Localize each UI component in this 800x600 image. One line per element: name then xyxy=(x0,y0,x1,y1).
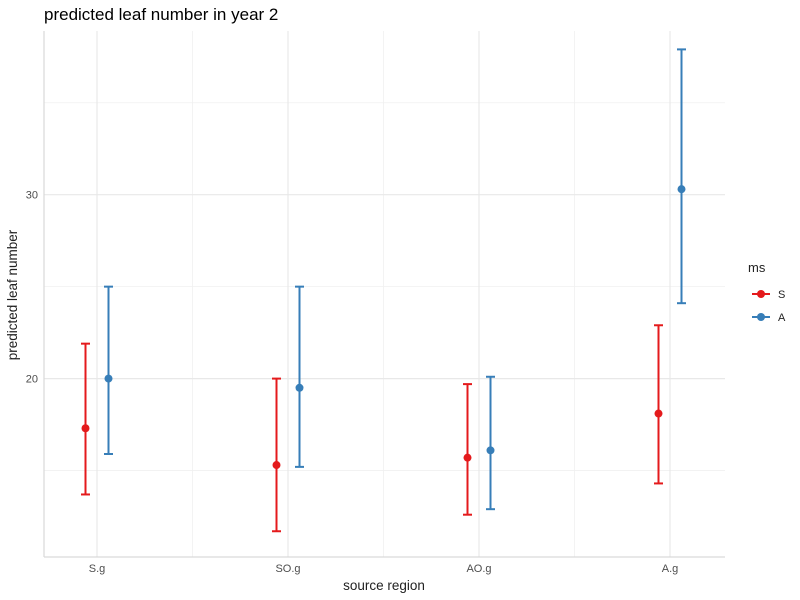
errorbar-A-SO.g xyxy=(295,285,304,468)
point-A-SO.g xyxy=(295,383,304,392)
errorbar-S-A.g xyxy=(654,324,663,485)
legend-label: A xyxy=(778,312,786,324)
y-tick-label: 20 xyxy=(26,374,38,386)
point-S-AO.g xyxy=(463,453,472,462)
x-tick-label: S.g xyxy=(89,563,106,575)
x-tick-label: SO.g xyxy=(275,563,300,575)
x-tick-label: AO.g xyxy=(466,563,491,575)
legend-label: S xyxy=(778,289,785,301)
legend-items: SA xyxy=(752,289,786,324)
chart-title: predicted leaf number in year 2 xyxy=(44,5,278,24)
grid xyxy=(44,31,725,557)
errorbar-A-AO.g xyxy=(486,375,495,511)
errorbar-A-S.g xyxy=(104,285,113,456)
x-axis-title: source region xyxy=(343,578,425,593)
point-A-S.g xyxy=(104,374,113,383)
legend-item-S: S xyxy=(752,289,785,301)
point-S-SO.g xyxy=(272,461,281,470)
point-S-S.g xyxy=(81,424,90,433)
legend-item-A: A xyxy=(752,312,786,324)
errorbar-S-S.g xyxy=(81,342,90,496)
y-tick-label: 30 xyxy=(26,190,38,202)
legend-key-point xyxy=(757,313,765,321)
data-marks xyxy=(81,48,686,533)
errorbar-S-AO.g xyxy=(463,383,472,516)
legend-key-point xyxy=(757,290,765,298)
errorbar-S-SO.g xyxy=(272,377,281,533)
point-A-AO.g xyxy=(486,446,495,455)
errorbar-A-A.g xyxy=(677,48,686,305)
point-A-A.g xyxy=(677,185,686,194)
legend: ms SA xyxy=(748,260,786,324)
axes: 20 30 S.g SO.g AO.g A.g xyxy=(26,31,725,575)
point-S-A.g xyxy=(654,409,663,418)
legend-title: ms xyxy=(748,260,766,275)
x-tick-label: A.g xyxy=(662,563,679,575)
y-axis-title: predicted leaf number xyxy=(5,229,20,360)
